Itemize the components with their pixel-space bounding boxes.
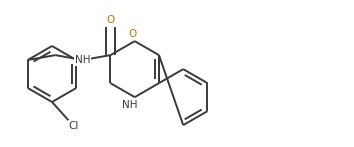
- Text: O: O: [129, 29, 137, 39]
- Text: O: O: [106, 15, 115, 25]
- Text: Cl: Cl: [69, 121, 79, 131]
- Text: NH: NH: [75, 55, 91, 65]
- Text: NH: NH: [122, 100, 137, 110]
